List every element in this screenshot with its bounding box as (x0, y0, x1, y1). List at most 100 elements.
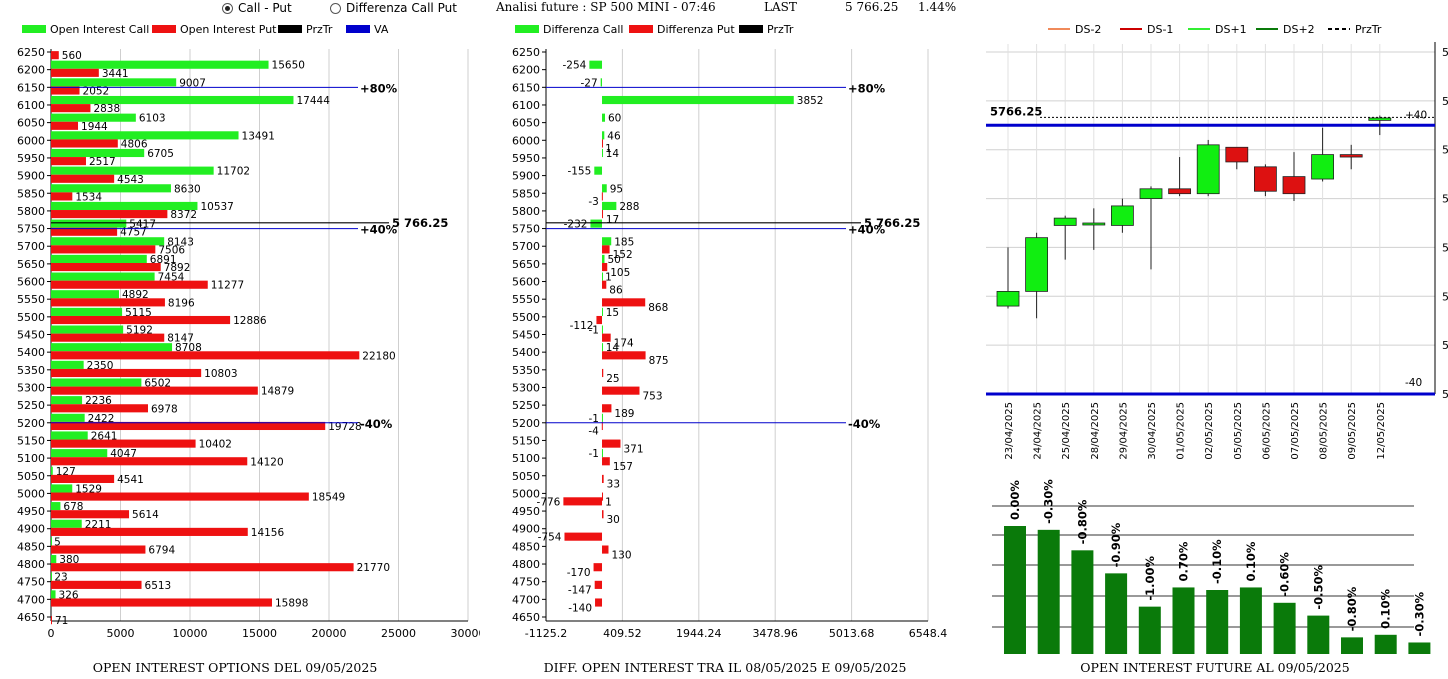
y-tick-label: 5800 (1442, 95, 1448, 108)
bar-value-label: 0.10% (1244, 541, 1258, 581)
y-tick-label: 4800 (512, 558, 540, 571)
y-tick-label: 5000 (512, 487, 540, 500)
y-tick-label: 5350 (17, 364, 45, 377)
y-tick-label: 4750 (512, 576, 540, 589)
put-bar (602, 262, 608, 272)
future-oi-bar (1071, 550, 1094, 654)
call-bar (51, 78, 177, 87)
y-tick-label: 5500 (17, 311, 45, 324)
put-bar (602, 368, 604, 378)
legend-label: PrzTr (306, 23, 333, 36)
call-bar (51, 184, 171, 193)
put-bar (563, 497, 603, 506)
legend-swatch (515, 25, 539, 33)
future-oi-bar (1239, 587, 1262, 654)
put-bar (602, 139, 604, 148)
y-tick-label: 5650 (17, 258, 45, 271)
x-tick-label: -1125.2 (525, 627, 567, 640)
bar-value-label: 60 (608, 113, 621, 125)
future-oi-bar (1374, 634, 1397, 654)
x-tick-label: 06/05/2025 (1261, 402, 1272, 460)
call-bar (51, 166, 214, 175)
candle-up (996, 290, 1020, 307)
put-bar (601, 192, 603, 201)
bar-value-label: 17 (606, 214, 619, 226)
call-bar (602, 148, 604, 158)
y-tick-label: 5650 (512, 258, 540, 271)
x-tick-label: 409.52 (603, 627, 642, 640)
y-tick-label: 5750 (17, 223, 45, 236)
candle-up (1368, 117, 1392, 121)
call-bar (594, 166, 603, 175)
bar-value-label: 14 (606, 148, 620, 160)
call-bar (51, 272, 155, 281)
put-bar (51, 580, 142, 589)
x-tick-label: 25000 (381, 627, 416, 640)
bar-value-label: 185 (614, 236, 634, 248)
y-tick-label: 6250 (512, 46, 540, 59)
radio-call-put[interactable]: Call - Put (222, 0, 292, 16)
put-bar (594, 580, 603, 589)
y-tick-label: 5200 (17, 417, 45, 430)
y-tick-label: 4850 (512, 540, 540, 553)
put-bar (51, 121, 79, 130)
legend-label: DS+2 (1283, 23, 1315, 36)
put-bar (602, 510, 604, 519)
future-oi-bar (1273, 602, 1296, 654)
put-bar (51, 192, 73, 201)
bar-value-label: 5192 (126, 325, 153, 337)
y-tick-label: 4700 (512, 593, 540, 606)
put-bar (602, 457, 610, 466)
bar-value-label: 33 (607, 479, 620, 491)
bar-value-label: 288 (619, 201, 639, 213)
put-bar (51, 545, 146, 554)
open-interest-options-chart: Open Interest Call Open Interest Put PrzTr… (17, 23, 480, 640)
call-bar (51, 396, 83, 405)
call-bar (602, 254, 605, 263)
caption-middle: DIFF. OPEN INTEREST TRA IL 08/05/2025 E … (543, 660, 907, 675)
last-label: LAST (764, 0, 797, 14)
x-tick-label: 5000 (107, 627, 135, 640)
call-bar (602, 113, 606, 122)
bar-value-label: -1 (588, 448, 598, 460)
call-bar (51, 502, 61, 511)
y-tick-label: 5250 (512, 399, 540, 412)
y-tick-label: 4900 (17, 523, 45, 536)
bar-value-label: 17444 (296, 95, 330, 107)
put-bar (602, 545, 609, 554)
bar-value-label: 6978 (151, 403, 178, 415)
call-bar (602, 307, 604, 316)
call-bar (51, 343, 173, 352)
bar-value-label: 95 (610, 183, 623, 195)
bar-value-label: 1 (605, 143, 612, 155)
y-tick-label: 4950 (512, 505, 540, 518)
bar-value-label: -0.90% (1109, 522, 1123, 567)
put-bar (602, 298, 646, 307)
bar-value-label: 7506 (158, 244, 185, 256)
bar-value-label: 10803 (204, 368, 237, 380)
put-bar (51, 210, 168, 219)
bar-value-label: 2838 (93, 103, 120, 115)
put-bar (51, 104, 91, 113)
bar-value-label: 25 (606, 373, 619, 385)
bar-value-label: 8372 (170, 209, 197, 221)
future-oi-bar (1004, 526, 1026, 654)
bar-value-label: 4757 (120, 227, 147, 239)
call-bar (51, 360, 84, 369)
y-tick-label: 6200 (512, 64, 540, 77)
bar-value-label: 6502 (144, 378, 171, 390)
radio-differenza-call-put[interactable]: Differenza Call Put (330, 0, 457, 16)
y-tick-label: 5500 (512, 311, 540, 324)
call-bar (51, 290, 119, 299)
call-bar (602, 131, 605, 140)
call-bar (601, 449, 603, 458)
bar-value-label: 152 (613, 249, 633, 261)
y-tick-label: 5600 (1442, 193, 1448, 206)
x-tick-label: 08/05/2025 (1319, 402, 1330, 460)
put-bar (602, 333, 611, 342)
bar-value-label: -155 (567, 166, 591, 178)
call-bar (589, 60, 603, 69)
bar-value-label: -0.50% (1311, 564, 1325, 609)
bar-value-label: -147 (568, 585, 592, 597)
y-tick-label: 5850 (512, 187, 540, 200)
